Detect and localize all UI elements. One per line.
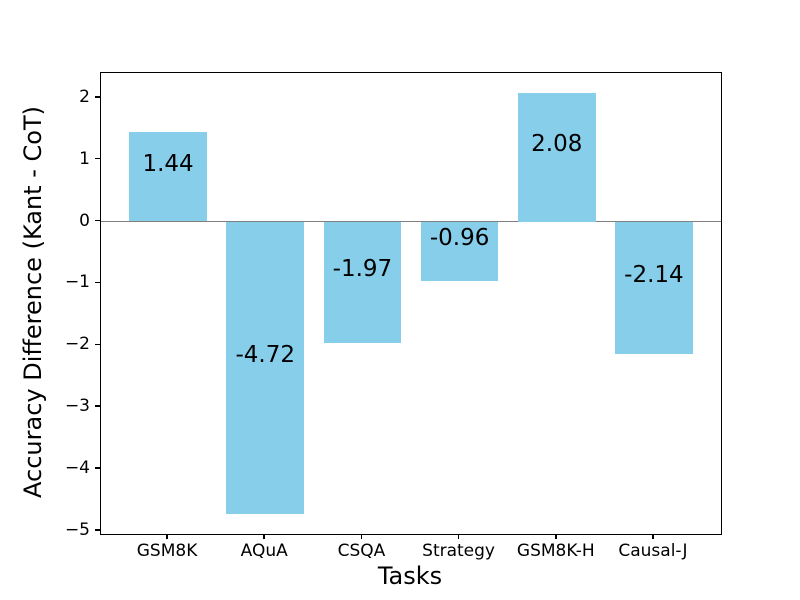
x-tick-mark (652, 534, 654, 539)
y-tick-label: −4 (64, 458, 90, 479)
y-tick-label: 1 (79, 148, 90, 169)
y-tick-mark (95, 281, 100, 284)
x-axis-label: Tasks (377, 562, 443, 590)
x-tick-label: Strategy (422, 541, 495, 561)
y-tick-mark (95, 343, 100, 346)
y-tick-label: 2 (79, 86, 90, 107)
x-tick-label: GSM8K-H (516, 541, 595, 561)
y-tick-label: −5 (64, 519, 90, 540)
bar-csqa (323, 221, 402, 344)
y-tick-mark (95, 405, 100, 407)
y-tick-mark (95, 529, 100, 531)
x-tick-label: Causal-J (618, 541, 688, 561)
y-tick-label: −3 (64, 396, 90, 417)
y-tick-mark (95, 219, 100, 222)
bar-gsm8k (129, 132, 207, 222)
bar-value-label: -4.72 (235, 341, 295, 368)
bar-value-label: -2.14 (624, 261, 684, 288)
y-tick-mark (95, 96, 100, 98)
y-tick-label: −1 (64, 272, 90, 293)
bar-aqua (226, 221, 305, 514)
bar-value-label: 2.08 (531, 131, 583, 158)
bar-causal-j (615, 221, 693, 354)
zero-line (101, 221, 721, 222)
x-tick-label: CSQA (337, 541, 386, 561)
y-tick-label: 0 (79, 210, 90, 231)
x-tick-mark (555, 534, 557, 539)
bar-gsm8k-h (517, 92, 596, 222)
bar-value-label: 1.44 (142, 150, 194, 177)
x-tick-label: GSM8K (136, 541, 198, 561)
y-tick-mark (95, 467, 100, 469)
x-tick-mark (263, 534, 265, 539)
bar-value-label: -1.97 (332, 256, 393, 283)
x-tick-mark (360, 534, 363, 539)
bar-strategy (420, 221, 499, 281)
x-tick-mark (166, 534, 168, 539)
y-tick-mark (95, 157, 100, 160)
y-tick-label: −2 (64, 334, 90, 355)
x-tick-mark (457, 534, 460, 539)
y-axis-label: Accuracy Difference (Kant - CoT) (19, 106, 47, 498)
bar-value-label: -0.96 (429, 225, 490, 252)
x-tick-label: AQuA (240, 541, 288, 561)
plot-area: 1.44 -4.72 -1.97 -0.96 2.08 -2.14 (100, 72, 722, 535)
